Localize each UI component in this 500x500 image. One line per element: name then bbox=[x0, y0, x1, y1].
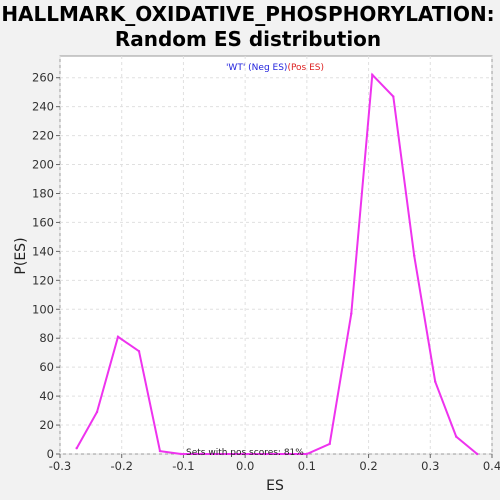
data-point bbox=[95, 410, 99, 414]
data-point bbox=[158, 449, 162, 453]
x-tick-label: 0.2 bbox=[359, 459, 377, 473]
chart-title-line1: HALLMARK_OXIDATIVE_PHOSPHORYLATION: bbox=[1, 2, 494, 26]
data-point bbox=[475, 452, 479, 456]
series-line bbox=[75, 72, 478, 455]
y-tick-label: 160 bbox=[32, 215, 54, 229]
legend: 'WT' (Neg ES)(Pos ES) bbox=[226, 63, 324, 73]
x-tick-label: 0.1 bbox=[298, 459, 316, 473]
x-tick-label: -0.3 bbox=[49, 459, 71, 473]
y-tick-label: 100 bbox=[32, 302, 54, 316]
data-point bbox=[284, 452, 288, 456]
y-tick-label: 120 bbox=[32, 273, 54, 287]
x-tick-label: 0.4 bbox=[483, 459, 500, 473]
y-tick-label: 60 bbox=[39, 360, 54, 374]
y-tick-label: 140 bbox=[32, 244, 54, 258]
y-tick-label: 180 bbox=[32, 186, 54, 200]
y-axis-ticks: 0 20 40 60 80 100 120 140 160 180 200 220 240 260 bbox=[32, 71, 60, 461]
pos-scores-annotation: Sets with pos scores: 81% bbox=[186, 448, 304, 458]
y-tick-label: 220 bbox=[32, 129, 54, 143]
x-tick-label: 0.3 bbox=[421, 459, 439, 473]
y-tick-label: 0 bbox=[47, 447, 54, 461]
data-point bbox=[75, 447, 78, 450]
data-point bbox=[179, 452, 183, 456]
data-point bbox=[413, 254, 416, 257]
y-axis-label: P(ES) bbox=[13, 237, 29, 274]
legend-pos-label: (Pos ES) bbox=[287, 63, 324, 73]
data-point bbox=[350, 312, 353, 315]
data-point bbox=[392, 95, 395, 98]
data-point bbox=[328, 442, 331, 446]
data-point bbox=[305, 452, 309, 456]
gridlines bbox=[59, 56, 493, 455]
data-point bbox=[200, 452, 204, 456]
plot-area bbox=[59, 55, 493, 455]
data-point bbox=[434, 380, 437, 383]
data-points bbox=[75, 73, 479, 456]
legend-neg-label: 'WT' (Neg ES) bbox=[226, 63, 287, 73]
y-tick-label: 240 bbox=[32, 100, 54, 114]
x-axis-label: ES bbox=[266, 478, 284, 494]
data-point bbox=[242, 452, 246, 456]
y-tick-label: 200 bbox=[32, 158, 54, 172]
chart-title-line2: Random ES distribution bbox=[115, 27, 381, 51]
x-tick-label: -0.1 bbox=[172, 459, 194, 473]
data-point bbox=[371, 73, 374, 77]
x-axis-ticks: -0.3 -0.2 -0.1 0.0 0.1 0.2 0.3 0.4 bbox=[49, 454, 500, 473]
y-tick-label: 40 bbox=[39, 389, 54, 403]
data-point bbox=[137, 350, 141, 353]
x-tick-label: -0.2 bbox=[110, 459, 132, 473]
x-tick-label: 0.0 bbox=[236, 459, 254, 473]
y-tick-label: 80 bbox=[39, 331, 54, 345]
y-tick-label: 260 bbox=[32, 71, 54, 85]
data-point bbox=[263, 452, 267, 456]
y-tick-label: 20 bbox=[39, 418, 54, 432]
data-point bbox=[455, 435, 458, 438]
data-point bbox=[221, 452, 225, 456]
data-point bbox=[116, 335, 120, 338]
